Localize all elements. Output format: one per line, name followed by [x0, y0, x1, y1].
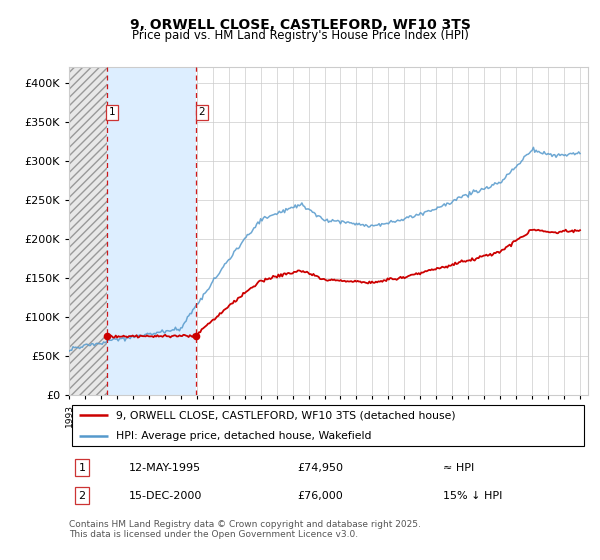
- Text: £74,950: £74,950: [298, 463, 343, 473]
- Text: 1: 1: [109, 108, 116, 118]
- Text: 9, ORWELL CLOSE, CASTLEFORD, WF10 3TS (detached house): 9, ORWELL CLOSE, CASTLEFORD, WF10 3TS (d…: [116, 410, 455, 421]
- Text: 9, ORWELL CLOSE, CASTLEFORD, WF10 3TS: 9, ORWELL CLOSE, CASTLEFORD, WF10 3TS: [130, 18, 470, 32]
- Text: 2: 2: [79, 491, 86, 501]
- FancyBboxPatch shape: [71, 405, 584, 446]
- Text: ≈ HPI: ≈ HPI: [443, 463, 474, 473]
- Text: Price paid vs. HM Land Registry's House Price Index (HPI): Price paid vs. HM Land Registry's House …: [131, 29, 469, 42]
- Text: 1: 1: [79, 463, 85, 473]
- Bar: [107, 67, 196, 395]
- Text: 15-DEC-2000: 15-DEC-2000: [128, 491, 202, 501]
- Text: 2: 2: [199, 108, 205, 118]
- Text: £76,000: £76,000: [298, 491, 343, 501]
- Text: 15% ↓ HPI: 15% ↓ HPI: [443, 491, 502, 501]
- Text: HPI: Average price, detached house, Wakefield: HPI: Average price, detached house, Wake…: [116, 431, 371, 441]
- Text: Contains HM Land Registry data © Crown copyright and database right 2025.
This d: Contains HM Land Registry data © Crown c…: [69, 520, 421, 539]
- Bar: [69, 67, 107, 395]
- Text: 12-MAY-1995: 12-MAY-1995: [128, 463, 201, 473]
